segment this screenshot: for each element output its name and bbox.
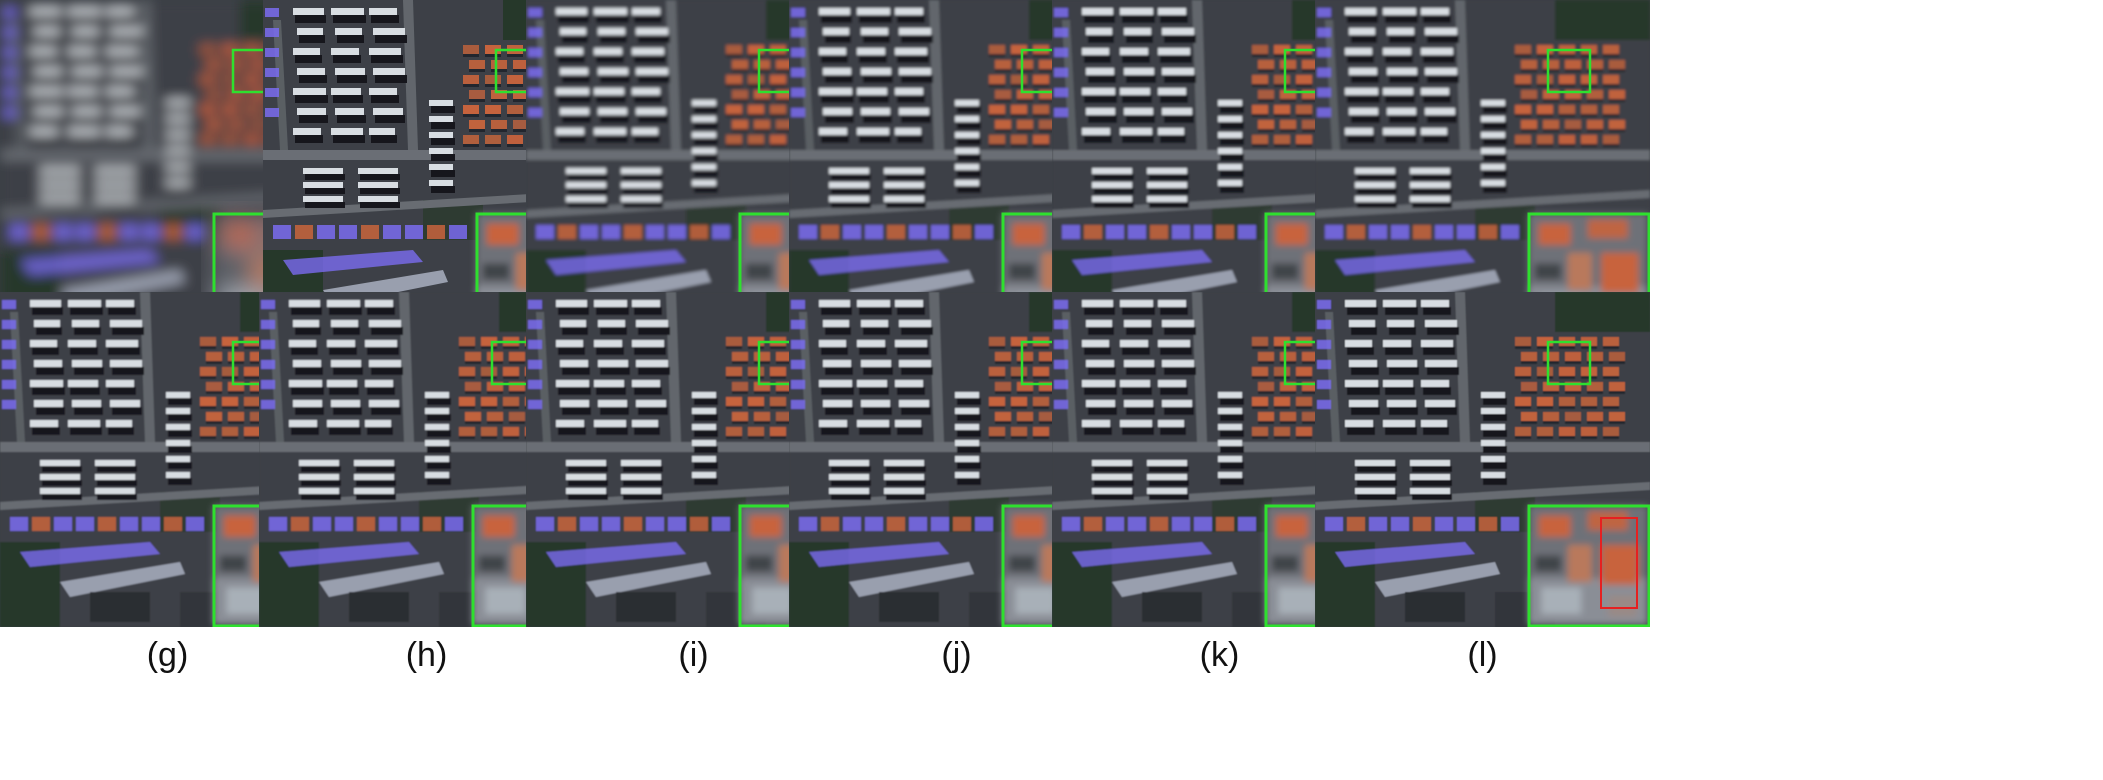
panel-caption: (k)	[1199, 636, 1240, 674]
highlight-box	[1600, 517, 1638, 609]
panel-caption: (h)	[405, 636, 448, 674]
roi-box	[1546, 340, 1592, 386]
satellite-image	[1315, 0, 1650, 335]
zoom-inset	[1528, 505, 1648, 625]
panel-caption: (i)	[678, 636, 709, 674]
panel-caption: (l)	[1467, 636, 1498, 674]
zoom-inset-border	[1527, 504, 1650, 627]
satellite-image	[1315, 292, 1650, 627]
roi-box	[1546, 48, 1592, 94]
panel-caption: (j)	[941, 636, 972, 674]
panel-caption: (g)	[146, 636, 189, 674]
aerial-scene	[1315, 292, 1650, 627]
